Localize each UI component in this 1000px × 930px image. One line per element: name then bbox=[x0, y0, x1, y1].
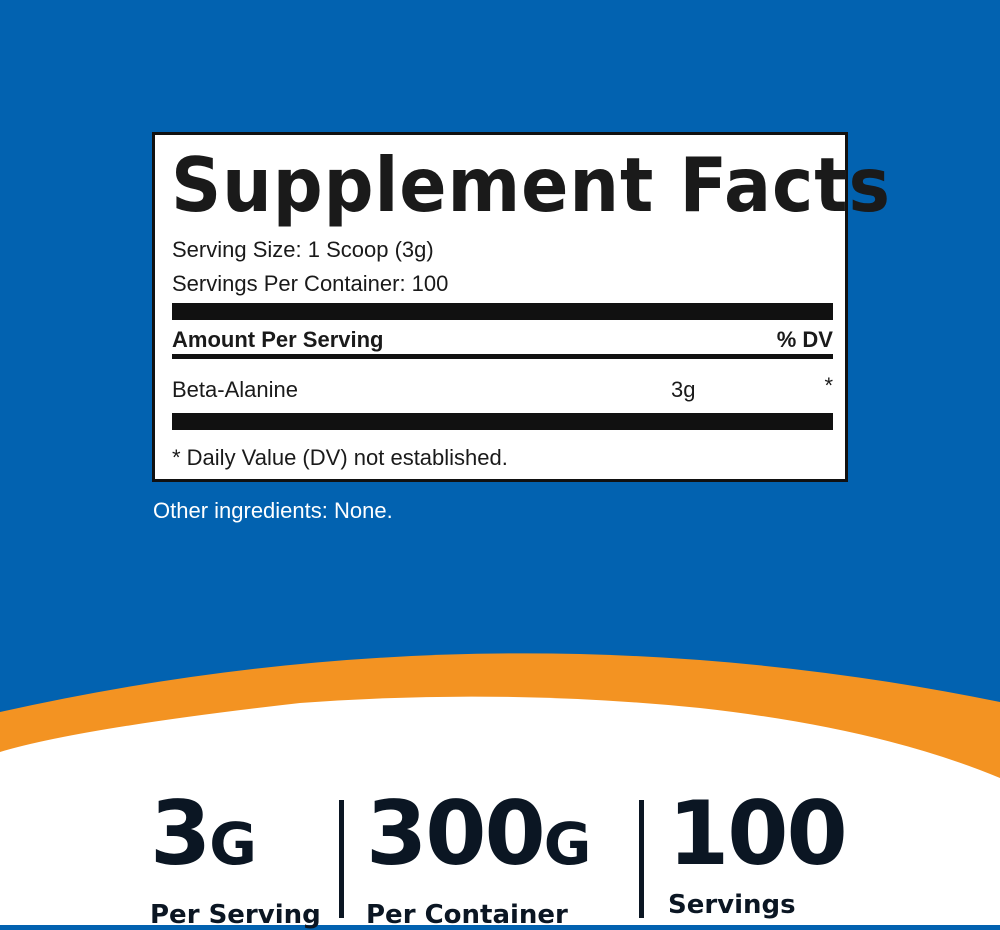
stat-value: 3 bbox=[150, 782, 211, 885]
ingredient-dv: * bbox=[824, 373, 833, 398]
stat-per-serving: 3G Per Serving bbox=[150, 790, 321, 930]
amount-per-serving-header: Amount Per Serving bbox=[172, 327, 384, 352]
stat-label: Per Serving bbox=[150, 900, 321, 930]
ingredient-name: Beta-Alanine bbox=[172, 377, 298, 402]
stat-label: Per Container bbox=[366, 900, 568, 930]
thick-divider bbox=[172, 303, 833, 320]
serving-size: Serving Size: 1 Scoop (3g) bbox=[172, 237, 434, 262]
supplement-facts-panel: Supplement Facts Serving Size: 1 Scoop (… bbox=[152, 132, 890, 482]
stat-value: 300 bbox=[366, 782, 546, 885]
stat-value: 100 bbox=[668, 782, 848, 885]
stat-divider bbox=[339, 800, 344, 918]
footnote: * Daily Value (DV) not established. bbox=[172, 445, 508, 470]
stat-servings: 100 Servings bbox=[668, 790, 848, 921]
facts-title: Supplement Facts bbox=[171, 141, 891, 229]
dv-header: % DV bbox=[776, 327, 833, 352]
stat-label: Servings bbox=[668, 890, 796, 920]
servings-per-container: Servings Per Container: 100 bbox=[172, 271, 449, 296]
stat-per-container: 300G Per Container bbox=[366, 790, 591, 930]
thin-divider bbox=[172, 354, 833, 359]
other-ingredients: Other ingredients: None. bbox=[153, 498, 393, 523]
stat-divider bbox=[639, 800, 644, 918]
stat-unit: G bbox=[543, 810, 592, 878]
thick-divider bbox=[172, 413, 833, 430]
stat-unit: G bbox=[209, 810, 257, 878]
ingredient-amount: 3g bbox=[671, 377, 696, 402]
